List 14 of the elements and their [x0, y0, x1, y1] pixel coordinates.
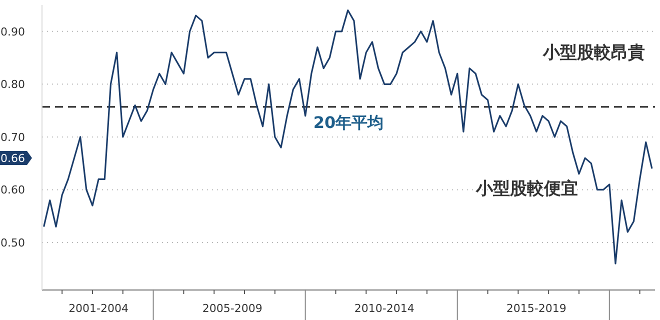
x-tick-label: 2001-2004 [68, 302, 129, 315]
line-series [43, 9, 653, 264]
y-tick-label: 0.60 [0, 184, 25, 197]
y-tick-label: 0.70 [0, 130, 25, 144]
y-tick-label: 0.50 [0, 236, 25, 250]
y-tick-label: 0.90 [0, 25, 25, 38]
y-tick-label: 0.66 [0, 152, 25, 166]
x-tick-label: 2010-2014 [354, 302, 414, 315]
x-tick-label: 2005-2009 [202, 302, 262, 315]
annotation: 小型股較昂貴 [542, 43, 645, 63]
ref-line-label: 20年平均 [313, 112, 384, 132]
y-tick-label: 0.80 [0, 78, 25, 92]
x-tick-label: 2015-2019 [506, 302, 566, 315]
annotation: 小型股較便宜 [475, 179, 578, 199]
